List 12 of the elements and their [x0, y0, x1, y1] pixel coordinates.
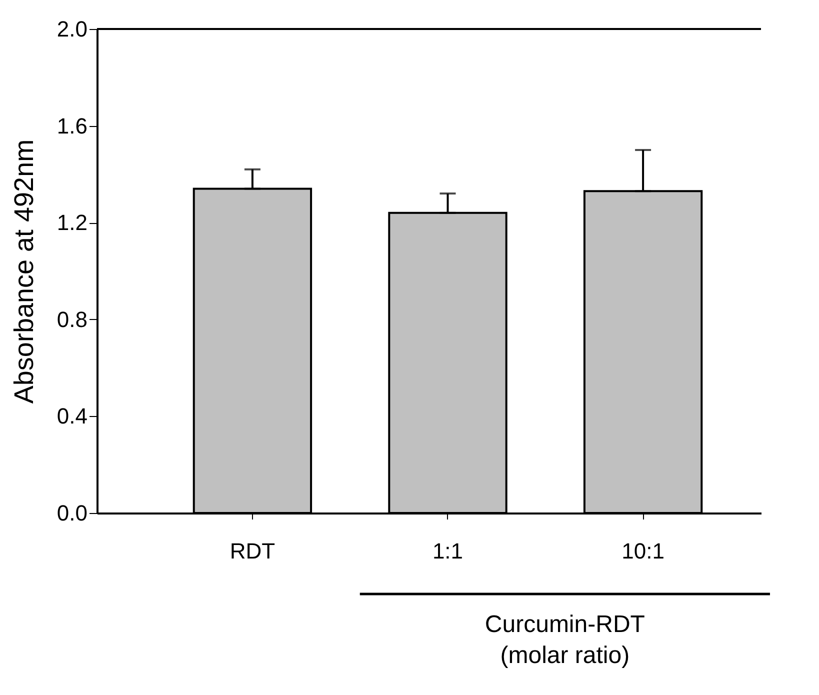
- text: Curcumin-RDT: [484, 611, 646, 638]
- x-tick-label: 1:1: [432, 538, 464, 564]
- y-tick-label: 0.4: [56, 404, 88, 429]
- x-tick-label: RDT: [230, 538, 276, 564]
- y-tick-label: 0.8: [56, 306, 88, 332]
- y-tick-label: 1.2: [56, 210, 88, 236]
- y-axis-title: Absorbance at 492nm: [8, 139, 39, 404]
- x-tick-label: 10:1: [622, 538, 664, 564]
- y-tick-label: 0.0: [56, 500, 88, 526]
- text: (molar ratio): [500, 642, 630, 669]
- y-tick-label: 1.6: [56, 113, 88, 138]
- y-tick-label: 2.0: [56, 16, 88, 42]
